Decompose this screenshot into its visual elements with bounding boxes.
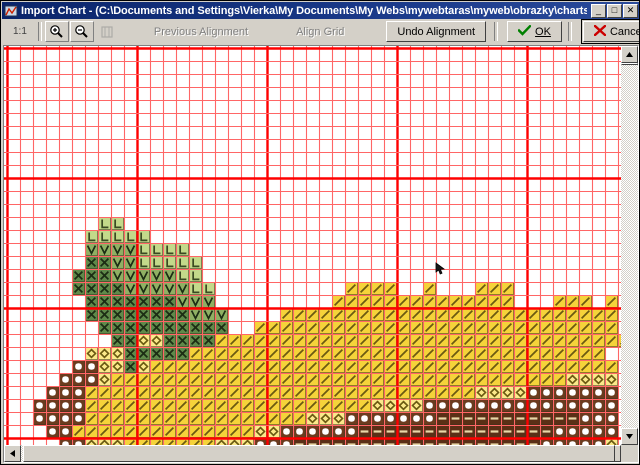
toolbar-separator-2 <box>494 22 499 41</box>
horizontal-scrollbar[interactable] <box>4 445 621 462</box>
vertical-scroll-track[interactable] <box>621 63 638 428</box>
zoom-ratio-label: 1:1 <box>13 26 27 37</box>
zoom-in-icon[interactable] <box>44 21 69 42</box>
vertical-scrollbar[interactable] <box>621 46 638 445</box>
maximize-button[interactable]: □ <box>607 3 622 18</box>
scroll-up-button[interactable] <box>621 46 638 63</box>
horizontal-scroll-thumb[interactable] <box>23 445 615 462</box>
chart-import-icon <box>4 4 18 18</box>
cancel-button[interactable]: Cancel <box>580 19 639 44</box>
previous-alignment-button: Previous Alignment <box>153 25 249 38</box>
chart-canvas-area: gallery.broidery.ru <box>3 45 639 463</box>
minimize-button[interactable]: _ <box>591 3 606 18</box>
scroll-down-button[interactable] <box>621 428 638 445</box>
toolbar-separator <box>37 22 42 41</box>
vertical-scroll-thumb[interactable] <box>621 63 638 65</box>
undo-alignment-button[interactable]: Undo Alignment <box>386 21 487 42</box>
window-title: Import Chart - (C:\Documents and Setting… <box>21 4 587 17</box>
undo-alignment-label: Undo Alignment <box>397 25 476 38</box>
fit-to-window-icon <box>94 21 119 42</box>
chart-viewport[interactable]: gallery.broidery.ru <box>4 46 621 445</box>
align-grid-button: Align Grid <box>296 25 345 38</box>
horizontal-scroll-track[interactable] <box>21 445 615 462</box>
scrollbar-corner <box>621 445 638 462</box>
zoom-out-icon[interactable] <box>69 21 94 42</box>
cancel-label: Cancel <box>609 25 639 38</box>
checkmark-icon <box>517 24 532 39</box>
scroll-left-button[interactable] <box>4 445 21 462</box>
cross-icon <box>593 23 607 39</box>
ok-label: OK <box>535 25 551 38</box>
title-bar: Import Chart - (C:\Documents and Setting… <box>2 2 639 19</box>
cross-stitch-chart[interactable] <box>4 46 621 445</box>
toolbar-separator-3 <box>567 22 572 41</box>
toolbar: 1:1 Previous Alignment <box>2 19 639 44</box>
window-controls: _ □ ✕ <box>591 3 638 18</box>
ok-button[interactable]: OK <box>507 21 562 42</box>
close-button[interactable]: ✕ <box>623 3 638 18</box>
